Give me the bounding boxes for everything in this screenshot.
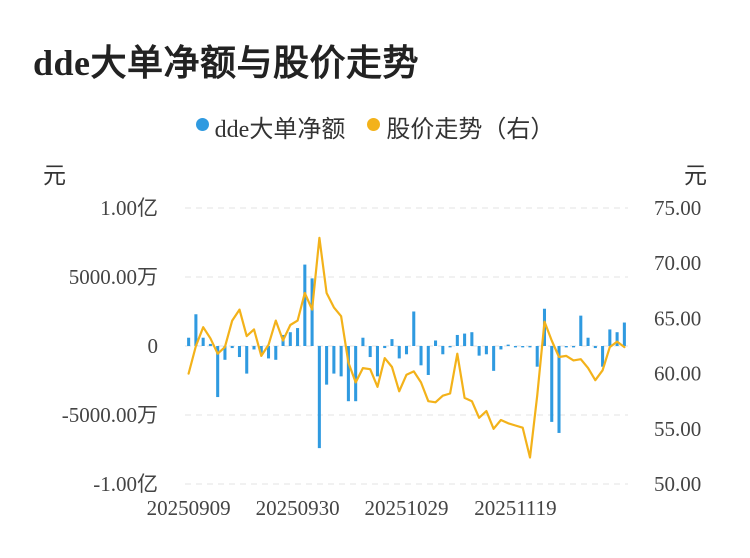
bar — [216, 346, 220, 398]
bar — [470, 332, 474, 346]
bar — [201, 337, 205, 346]
bar — [383, 346, 387, 349]
bar — [230, 346, 234, 349]
bar — [492, 346, 496, 371]
right-tick-label: 55.00 — [654, 417, 701, 441]
legend-label-price: 股价走势（右） — [386, 117, 555, 143]
legend: dde大单净额 股价走势（右） — [0, 109, 750, 144]
bar — [579, 315, 583, 346]
bar — [303, 264, 307, 346]
chart-title: dde大单净额与股价走势 — [33, 43, 420, 83]
bar — [608, 329, 612, 346]
bar — [572, 346, 576, 348]
bar — [346, 346, 350, 402]
left-tick-label: 0 — [148, 334, 159, 358]
bar — [564, 346, 568, 348]
bar — [550, 346, 554, 422]
bar — [434, 340, 438, 346]
bar — [615, 332, 619, 346]
x-tick-label: 20251029 — [365, 496, 449, 520]
bar — [354, 346, 358, 402]
left-axis-unit: 元 — [43, 163, 66, 188]
bar — [208, 343, 212, 346]
bar — [521, 346, 525, 348]
x-tick-label: 20250909 — [147, 496, 231, 520]
bar — [477, 346, 481, 356]
bar — [332, 346, 336, 374]
x-tick-label: 20251119 — [474, 496, 556, 520]
legend-item-price[interactable]: 股价走势（右） — [367, 109, 554, 144]
right-tick-label: 65.00 — [654, 306, 701, 330]
bar — [252, 346, 256, 350]
right-tick-label: 70.00 — [654, 251, 701, 275]
left-tick-label: 1.00亿 — [100, 196, 158, 220]
bar — [245, 346, 249, 374]
bar — [266, 346, 271, 359]
bar — [187, 337, 191, 346]
bar — [535, 346, 539, 367]
bar — [419, 346, 423, 366]
legend-dot-dde — [195, 118, 209, 131]
legend-label-dde: dde大单净额 — [214, 117, 346, 143]
left-tick-label: 5000.00万 — [69, 265, 158, 289]
bar — [375, 346, 379, 377]
bar — [455, 334, 459, 346]
bar — [513, 346, 517, 348]
bar — [448, 346, 452, 348]
bar — [361, 337, 365, 346]
left-tick-label: -1.00亿 — [93, 472, 158, 496]
bar — [506, 344, 510, 346]
bar — [274, 346, 278, 360]
bar — [412, 311, 416, 346]
bar — [397, 346, 401, 359]
right-axis-unit: 元 — [684, 163, 707, 188]
bar — [310, 278, 314, 346]
bar — [237, 346, 241, 358]
legend-dot-price — [367, 118, 381, 131]
price-line — [187, 236, 626, 459]
bar — [528, 346, 532, 348]
right-tick-label: 75.00 — [654, 196, 701, 220]
bar — [593, 346, 597, 349]
bar — [223, 346, 227, 360]
bar — [404, 346, 409, 355]
bar — [296, 328, 300, 346]
bar — [317, 346, 321, 449]
bar — [426, 346, 430, 375]
bar — [622, 322, 626, 346]
bar — [463, 333, 467, 346]
right-tick-label: 60.00 — [654, 362, 701, 386]
bar — [368, 346, 372, 358]
bar — [441, 346, 445, 355]
bar — [339, 346, 343, 377]
left-tick-label: -5000.00万 — [62, 403, 158, 427]
x-tick-label: 20250930 — [256, 496, 340, 520]
bar — [325, 346, 329, 385]
bar — [601, 346, 605, 367]
bar — [557, 346, 561, 433]
bar — [288, 332, 292, 346]
bar — [484, 346, 488, 355]
legend-item-dde[interactable]: dde大单净额 — [195, 109, 346, 144]
right-tick-label: 50.00 — [654, 472, 701, 496]
bar — [586, 337, 590, 346]
bar — [499, 346, 503, 350]
bar — [259, 346, 263, 353]
bar — [194, 314, 198, 346]
bar — [390, 339, 394, 346]
